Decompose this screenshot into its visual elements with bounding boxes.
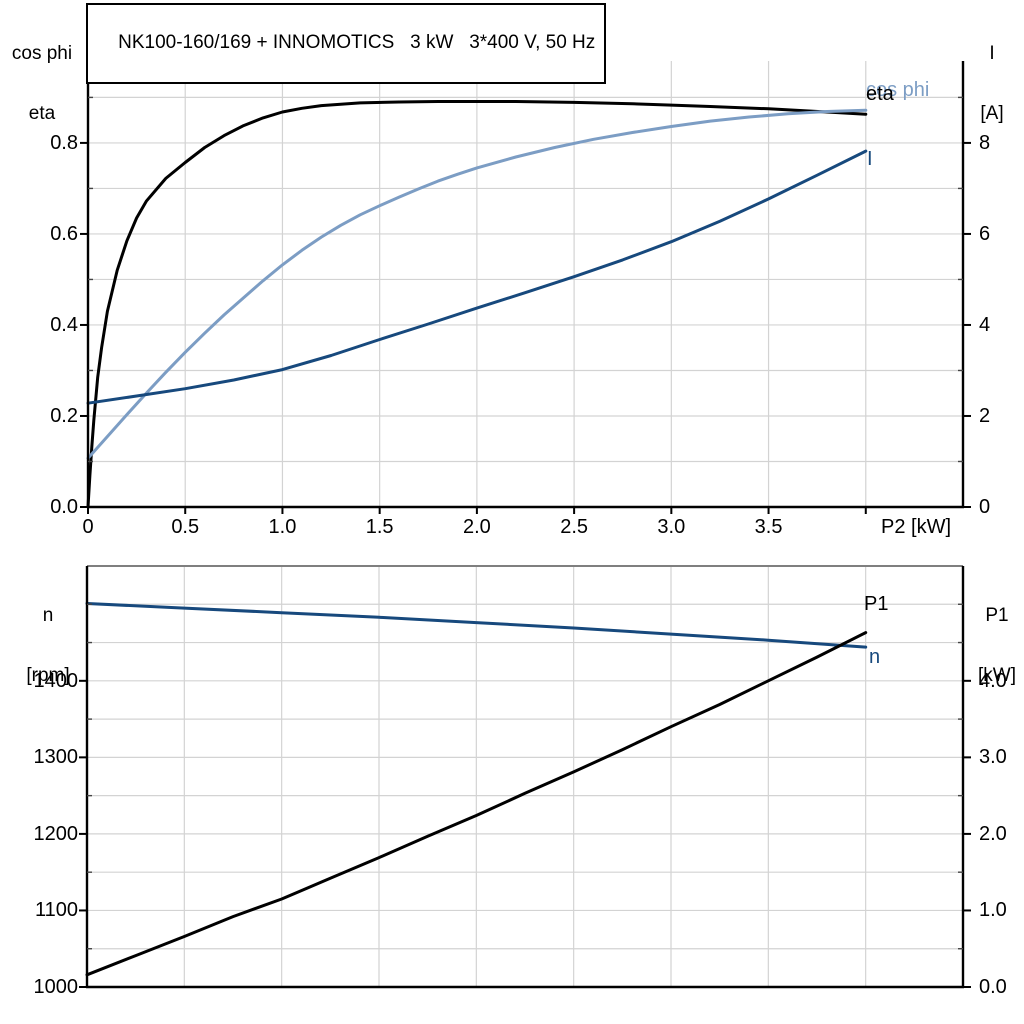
left-axis-tick-label: 1400 (33, 669, 79, 692)
speed-axis-unit-line1: n (42, 605, 54, 626)
p1-curve (85, 631, 868, 977)
left-axis-tick-label: 1100 (34, 899, 78, 922)
i-curve (86, 149, 868, 405)
x-axis-tick-label: 1.5 (365, 516, 394, 538)
cos-phi-curve-label: cos phi (866, 79, 930, 101)
x-axis-tick-label: 3.5 (754, 516, 783, 538)
x-axis-tick-label: 2.0 (462, 516, 491, 538)
right-axis-tick-label: 3.0 (979, 746, 1007, 769)
left-axis-tick-label: 1000 (33, 976, 79, 998)
left-axis-tick-label: 1200 (33, 822, 79, 845)
x-axis-tick-label: 1.0 (268, 516, 297, 538)
left-axis-tick-label: 1300 (33, 746, 79, 769)
eta-curve-label: eta (866, 83, 894, 105)
left-axis-tick-label: 0.8 (50, 131, 78, 154)
top-left-axis-unit: cos phi eta (11, 4, 73, 164)
right-axis-tick-label: 4.0 (979, 669, 1007, 692)
left-axis-tick-label: 0.4 (50, 313, 78, 336)
left-axis-unit-line2: eta (28, 103, 56, 124)
right-axis-unit-line2: [A] (980, 103, 1004, 124)
right-axis-unit-line1: I (989, 43, 995, 64)
n-curve (85, 602, 868, 649)
left-axis-unit-line1: cos phi (11, 43, 73, 64)
right-axis-tick-label: 0 (979, 496, 991, 518)
x-axis-tick-label: 0.5 (171, 516, 200, 538)
left-axis-tick-label: 0.0 (50, 496, 78, 518)
top-right-axis-unit: I [A] (967, 4, 1017, 164)
eta-curve (86, 100, 868, 509)
p1-axis-unit-line2: [kW] (978, 665, 1016, 686)
right-axis-tick-label: 1.0 (979, 899, 1007, 922)
cos-phi-curve (86, 108, 868, 460)
bottom-right-axis-unit: P1 [kW] (972, 566, 1022, 726)
right-axis-tick-label: 6 (979, 222, 991, 245)
speed-curve-label: n (869, 646, 881, 668)
bottom-left-axis-unit: n [rpm] (18, 566, 78, 726)
right-axis-tick-label: 8 (979, 131, 991, 154)
right-axis-tick-label: 2 (979, 404, 991, 427)
chart-title-box: NK100-160/169 + INNOMOTICS 3 kW 3*400 V,… (86, 3, 607, 84)
x-axis-tick-label: 3.0 (657, 516, 686, 538)
right-axis-tick-label: 0.0 (979, 976, 1007, 998)
right-axis-tick-label: 4 (979, 313, 991, 336)
x-axis-tick-label: 2.5 (560, 516, 589, 538)
speed-axis-unit-line2: [rpm] (26, 665, 70, 686)
x-axis-label: P2 [kW] (881, 516, 952, 538)
chart-title: NK100-160/169 + INNOMOTICS 3 kW 3*400 V,… (118, 32, 596, 53)
right-axis-tick-label: 2.0 (979, 822, 1007, 845)
left-axis-tick-label: 0.2 (50, 404, 78, 427)
current-curve-label: I (867, 148, 873, 170)
p1-curve-label: P1 (864, 593, 889, 615)
left-axis-tick-label: 0.6 (50, 222, 78, 245)
x-axis-tick-label: 0 (82, 516, 94, 538)
p1-axis-unit-line1: P1 (985, 605, 1009, 626)
